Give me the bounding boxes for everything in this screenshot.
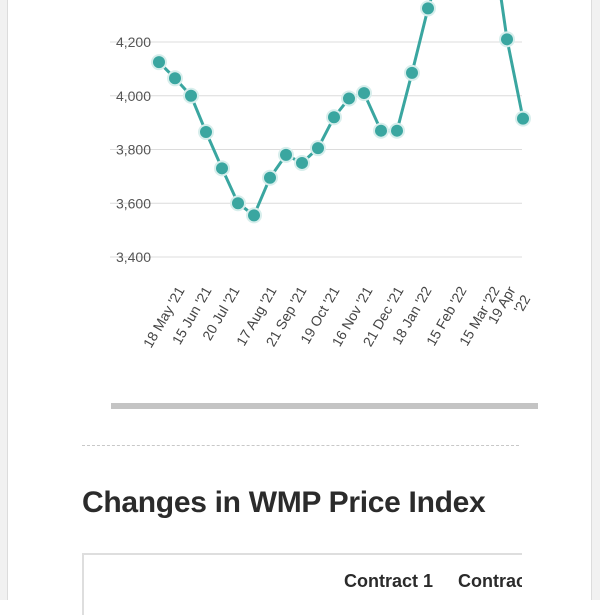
y-tick-label: 3,400 (116, 249, 151, 265)
data-point[interactable] (310, 140, 326, 157)
data-point[interactable] (515, 110, 531, 127)
y-tick-label: 4,000 (116, 88, 151, 104)
series-line (157, 0, 525, 217)
data-point[interactable] (294, 154, 310, 171)
right-edge (591, 0, 600, 600)
data-point[interactable] (278, 146, 294, 163)
y-tick-label: 3,600 (116, 195, 151, 211)
data-point[interactable] (183, 87, 199, 104)
y-tick-label: 3,800 (116, 142, 151, 158)
data-point[interactable] (373, 122, 389, 139)
data-point[interactable] (420, 0, 436, 17)
data-point[interactable] (198, 124, 214, 141)
data-point[interactable] (262, 169, 278, 186)
data-point[interactable] (151, 54, 167, 71)
data-point[interactable] (230, 195, 246, 212)
chart-scrollbar[interactable] (111, 403, 538, 409)
data-point[interactable] (499, 31, 515, 48)
data-point[interactable] (389, 122, 405, 139)
data-point[interactable] (326, 109, 342, 126)
data-point[interactable] (246, 207, 262, 224)
table-header-contract-1: Contract 1 (344, 571, 434, 591)
left-edge (0, 0, 8, 600)
data-point[interactable] (167, 70, 183, 87)
price-index-table: Contract 1 Contrac (82, 553, 522, 615)
data-point[interactable] (356, 85, 372, 102)
section-divider (82, 445, 519, 446)
table-header-contract-2: Contrac (458, 571, 522, 591)
data-point[interactable] (341, 90, 357, 107)
data-point[interactable] (214, 160, 230, 177)
y-tick-label: 4,200 (116, 34, 151, 50)
section-title: Changes in WMP Price Index (82, 486, 486, 519)
data-point[interactable] (404, 64, 420, 81)
price-chart: 4,200 4,000 3,800 3,600 3,400 18 May '21 15 J… (110, 0, 533, 350)
